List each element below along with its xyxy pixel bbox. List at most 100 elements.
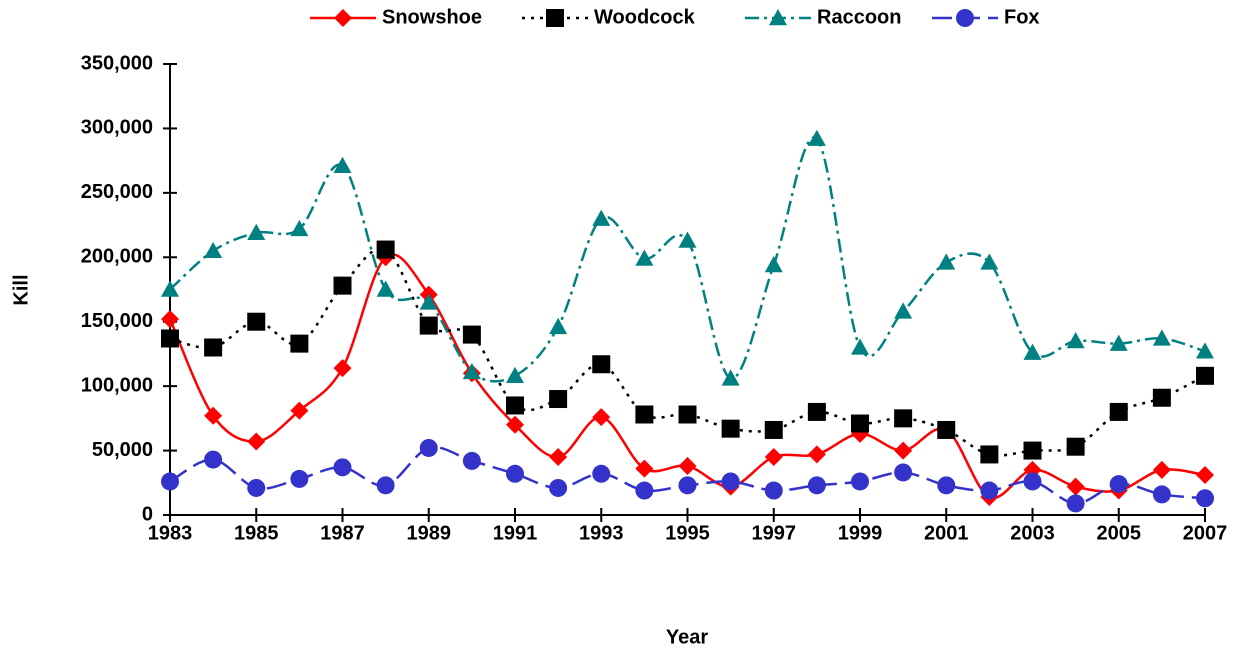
marker <box>764 481 783 500</box>
marker <box>1109 334 1128 351</box>
legend-label: Snowshoe <box>382 6 482 28</box>
x-tick-label: 1995 <box>665 522 710 544</box>
marker <box>894 409 913 428</box>
legend-label: Woodcock <box>594 6 696 28</box>
marker <box>1066 477 1085 496</box>
marker <box>333 276 352 295</box>
marker <box>333 458 352 477</box>
marker <box>376 476 395 495</box>
marker <box>764 256 783 273</box>
marker <box>807 445 826 464</box>
marker <box>1152 388 1171 407</box>
marker <box>549 390 568 409</box>
marker <box>1109 475 1128 494</box>
marker <box>419 316 438 335</box>
marker <box>549 478 568 497</box>
marker <box>807 476 826 495</box>
marker <box>980 481 999 500</box>
marker <box>419 438 438 457</box>
marker <box>549 317 568 335</box>
marker <box>678 457 697 476</box>
x-tick-label: 2007 <box>1183 522 1228 544</box>
marker <box>1023 441 1042 460</box>
marker <box>592 464 611 483</box>
marker <box>290 219 309 237</box>
marker <box>1023 472 1042 491</box>
marker <box>678 405 697 424</box>
y-tick-label: 100,000 <box>81 374 153 396</box>
marker <box>376 240 395 259</box>
marker <box>204 241 223 259</box>
marker <box>247 312 266 331</box>
x-tick-label: 1985 <box>234 522 279 544</box>
legend-marker <box>334 9 352 27</box>
marker <box>894 302 913 319</box>
marker <box>247 478 266 497</box>
marker <box>462 451 481 470</box>
marker <box>851 472 869 491</box>
marker <box>635 459 654 478</box>
marker <box>980 253 999 270</box>
x-tick-label: 1999 <box>838 522 883 544</box>
y-tick-label: 200,000 <box>81 246 153 268</box>
marker <box>678 476 697 495</box>
marker <box>1152 485 1171 504</box>
y-axis-title: Kill <box>10 274 32 305</box>
marker <box>1066 437 1085 456</box>
marker <box>635 481 654 500</box>
marker <box>161 472 179 491</box>
marker <box>635 249 654 266</box>
marker <box>807 129 826 146</box>
marker <box>592 408 611 427</box>
marker <box>161 310 179 329</box>
x-tick-label: 1993 <box>579 522 624 544</box>
marker <box>549 448 568 467</box>
y-tick-label: 350,000 <box>81 52 153 74</box>
marker <box>1066 494 1085 513</box>
marker <box>1196 342 1214 359</box>
marker <box>635 405 654 424</box>
marker <box>1196 466 1214 485</box>
marker <box>161 280 179 297</box>
x-tick-label: 2001 <box>924 522 969 544</box>
marker <box>290 334 309 353</box>
legend-marker <box>769 9 787 26</box>
marker <box>937 476 956 495</box>
x-tick-label: 1983 <box>148 522 193 544</box>
marker <box>764 420 783 439</box>
series-line <box>169 247 1206 457</box>
x-tick-label: 1989 <box>407 522 452 544</box>
x-tick-label: 1991 <box>493 522 538 544</box>
x-axis-title: Year <box>666 626 708 648</box>
marker <box>721 419 740 438</box>
y-tick-label: 0 <box>142 503 153 525</box>
marker <box>1196 489 1214 508</box>
x-tick-label: 2005 <box>1097 522 1142 544</box>
marker <box>592 355 611 374</box>
marker <box>721 472 740 491</box>
marker <box>376 280 395 297</box>
marker <box>807 402 826 421</box>
marker <box>290 469 309 488</box>
marker <box>333 156 352 173</box>
marker <box>1196 366 1214 385</box>
marker <box>506 415 524 434</box>
x-tick-label: 2003 <box>1010 522 1055 544</box>
marker <box>851 338 869 355</box>
y-tick-label: 150,000 <box>81 310 153 332</box>
marker <box>247 223 266 241</box>
marker <box>333 359 352 378</box>
marker <box>247 432 266 451</box>
marker <box>721 369 740 386</box>
marker <box>894 441 913 460</box>
marker <box>419 293 438 310</box>
marker <box>764 448 783 467</box>
marker <box>1152 460 1171 479</box>
y-tick-label: 50,000 <box>92 439 153 461</box>
marker <box>506 366 524 384</box>
marker <box>204 450 223 469</box>
x-tick-label: 1997 <box>752 522 797 544</box>
x-tick-label: 1987 <box>320 522 365 544</box>
legend-label: Raccoon <box>817 6 901 28</box>
